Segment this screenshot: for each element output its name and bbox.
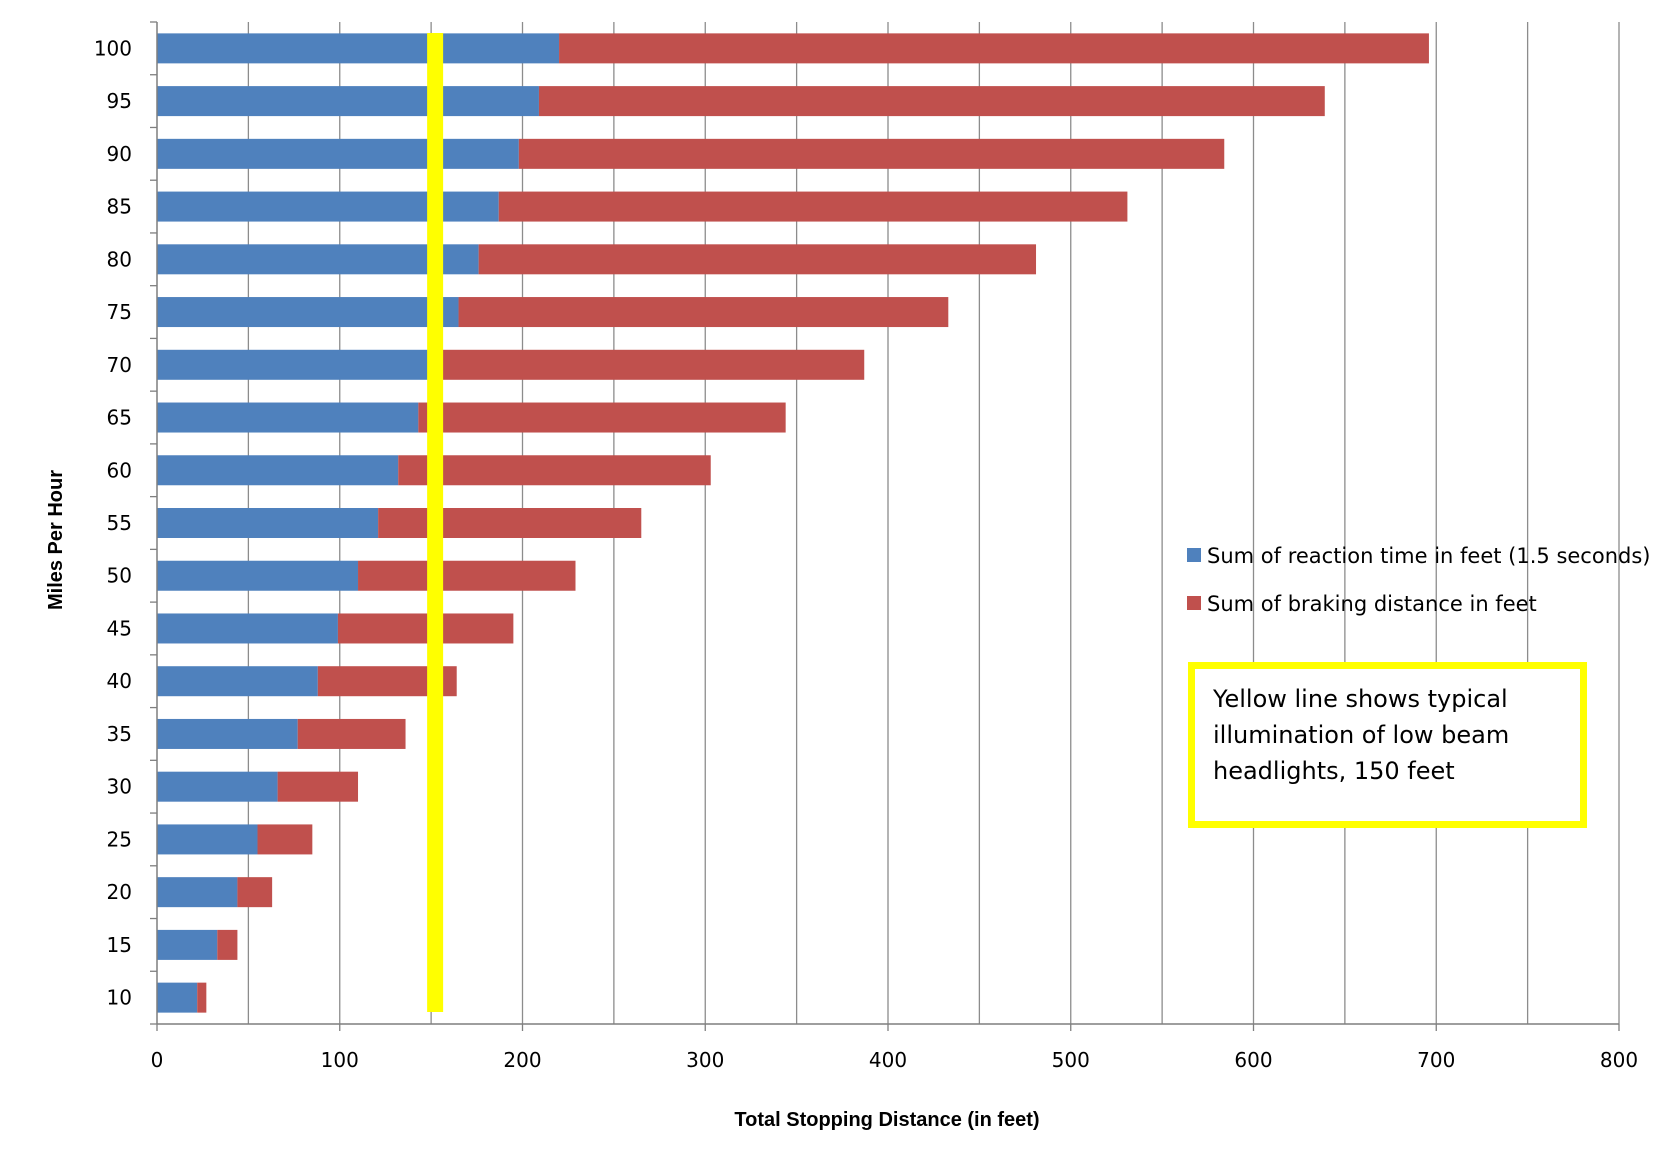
y-tick-label: 20 — [107, 880, 132, 904]
bar-reaction-time — [157, 297, 459, 328]
bar-braking-distance — [257, 824, 313, 855]
bar-braking-distance — [297, 718, 406, 749]
y-tick-label: 60 — [107, 458, 132, 482]
legend-swatch — [1187, 596, 1201, 610]
bar-reaction-time — [157, 982, 198, 1013]
bar-reaction-time — [157, 349, 439, 380]
y-tick-label: 45 — [107, 616, 132, 640]
headlight-reference-line — [427, 33, 444, 1012]
x-tick-label: 100 — [321, 1048, 359, 1072]
y-tick-label: 25 — [107, 827, 132, 851]
axes — [150, 21, 1620, 1031]
y-tick-label: 35 — [107, 722, 132, 746]
y-tick-label: 55 — [107, 511, 132, 535]
bar-braking-distance — [197, 982, 207, 1013]
y-tick-label: 75 — [107, 300, 132, 324]
bar-braking-distance — [277, 771, 359, 802]
bar-braking-distance — [458, 297, 949, 328]
legend: Sum of reaction time in feet (1.5 second… — [1187, 544, 1650, 616]
bar-reaction-time — [157, 33, 560, 64]
y-tick-label: 80 — [107, 247, 132, 271]
bar-reaction-time — [157, 402, 419, 433]
y-tick-label: 100 — [94, 36, 132, 60]
bar-reaction-time — [157, 877, 238, 908]
bar-reaction-time — [157, 508, 379, 538]
bar-reaction-time — [157, 929, 218, 960]
y-tick-label: 95 — [107, 89, 132, 113]
x-tick-label: 800 — [1600, 1048, 1638, 1072]
bar-braking-distance — [559, 33, 1429, 64]
bar-reaction-time — [157, 244, 479, 275]
y-tick-label: 15 — [107, 933, 132, 957]
bar-reaction-time — [157, 824, 258, 855]
bar-braking-distance — [358, 560, 576, 591]
y-tick-label: 90 — [107, 142, 132, 166]
bar-braking-distance — [538, 86, 1325, 117]
y-tick-label: 70 — [107, 353, 132, 377]
bar-braking-distance — [418, 402, 786, 433]
reference-line — [427, 33, 444, 1012]
bar-reaction-time — [157, 613, 338, 644]
bar-reaction-time — [157, 138, 519, 169]
y-tick-label: 85 — [107, 195, 132, 219]
bar-braking-distance — [518, 138, 1225, 169]
tick-labels: 10 15 20 25 30 35 40 45 50 55 60 65 70 75 80 85 90 95 100 0… — [94, 36, 1638, 1072]
y-tick-label: 50 — [107, 564, 132, 588]
x-tick-label: 600 — [1234, 1048, 1272, 1072]
bar-reaction-time — [157, 666, 318, 697]
annotation-line-2: illumination of low beam — [1213, 721, 1510, 749]
y-tick-label: 10 — [107, 986, 132, 1010]
x-axis-title: Total Stopping Distance (in feet) — [734, 1109, 1039, 1131]
bar-braking-distance — [478, 244, 1037, 275]
legend-label: Sum of braking distance in feet — [1207, 592, 1537, 616]
annotation-box: Yellow line shows typical illumination o… — [1188, 662, 1587, 828]
bar-braking-distance — [237, 877, 273, 908]
bar-reaction-time — [157, 771, 278, 802]
x-tick-label: 300 — [686, 1048, 724, 1072]
bar-braking-distance — [217, 929, 238, 960]
bar-braking-distance — [378, 508, 642, 538]
y-axis-title: Miles Per Hour — [45, 470, 67, 610]
x-tick-label: 500 — [1052, 1048, 1090, 1072]
legend-label: Sum of reaction time in feet (1.5 second… — [1207, 544, 1650, 568]
x-tick-label: 700 — [1417, 1048, 1455, 1072]
y-tick-label: 30 — [107, 775, 132, 799]
x-tick-label: 0 — [151, 1048, 164, 1072]
bar-reaction-time — [157, 86, 539, 117]
bars — [157, 33, 1429, 1013]
bar-braking-distance — [398, 455, 711, 486]
bar-braking-distance — [498, 191, 1128, 222]
x-tick-label: 400 — [869, 1048, 907, 1072]
bar-braking-distance — [337, 613, 514, 644]
bar-reaction-time — [157, 455, 399, 486]
y-tick-label: 40 — [107, 669, 132, 693]
y-tick-label: 65 — [107, 406, 132, 430]
bar-reaction-time — [157, 718, 298, 749]
bar-reaction-time — [157, 560, 359, 591]
legend-swatch — [1187, 548, 1201, 562]
x-tick-label: 200 — [503, 1048, 541, 1072]
annotation-line-3: headlights, 150 feet — [1213, 757, 1455, 785]
annotation-line-1: Yellow line shows typical — [1213, 685, 1508, 713]
bar-reaction-time — [157, 191, 499, 222]
bar-braking-distance — [438, 349, 865, 380]
